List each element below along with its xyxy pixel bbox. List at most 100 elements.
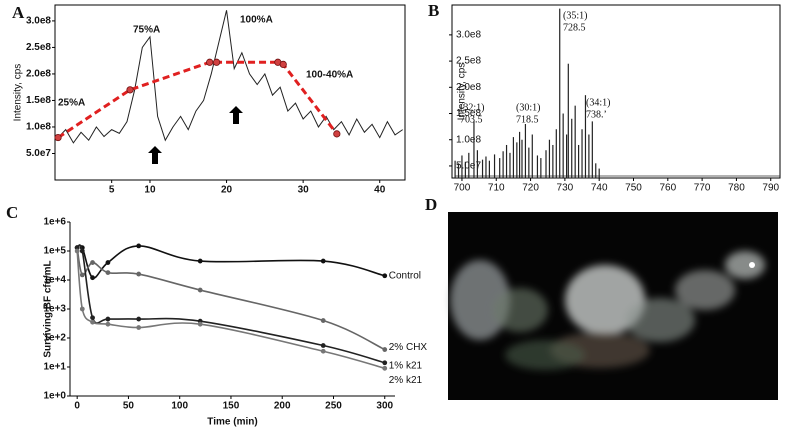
x-tick-label: 790	[762, 183, 779, 194]
marker	[74, 248, 80, 254]
series-label: 1% k21	[389, 360, 423, 371]
plot-frame	[54, 4, 406, 181]
marker	[79, 272, 85, 278]
x-axis-label: Time (min)	[207, 417, 257, 428]
x-tick-label: 50	[123, 401, 135, 412]
marker	[126, 86, 134, 94]
x-tick-label: 300	[376, 401, 393, 412]
x-tick-label: 720	[522, 183, 539, 194]
x-tick-label: 100	[171, 401, 188, 412]
peak-annotation: (35:1)	[563, 10, 587, 21]
x-tick-label: 30	[298, 185, 310, 196]
marker	[333, 130, 341, 138]
microscopy-image	[448, 212, 778, 400]
marker	[90, 315, 95, 321]
marker	[320, 343, 326, 348]
x-tick-label: 760	[659, 183, 676, 194]
marker	[136, 243, 142, 249]
peak-annotation: (32:1)	[460, 102, 484, 113]
y-tick-label: 1.0e8	[456, 134, 481, 145]
marker	[79, 306, 85, 312]
marker	[382, 273, 388, 279]
marker	[90, 319, 95, 325]
series-line	[57, 10, 403, 144]
x-tick-label: 780	[728, 183, 745, 194]
marker	[382, 347, 388, 352]
x-tick-label: 20	[221, 185, 233, 196]
y-tick-label: 2.5e8	[26, 42, 51, 53]
y-tick-label: 1e+4	[43, 275, 66, 286]
y-tick-label: 1e+2	[43, 333, 66, 344]
y-tick-label: 1e+5	[43, 246, 66, 257]
series-label: 2% k21	[389, 375, 423, 386]
marker	[79, 248, 85, 254]
marker	[382, 365, 388, 371]
y-tick-label: 5.0e7	[26, 148, 51, 159]
marker	[105, 270, 111, 275]
peak-annotation: 718.5	[516, 114, 539, 125]
marker	[197, 258, 203, 264]
x-tick-label: 770	[694, 183, 711, 194]
x-tick-label: 40	[374, 185, 386, 196]
x-tick-label: 250	[325, 401, 342, 412]
series-line	[57, 60, 339, 139]
x-tick-label: 5	[109, 185, 115, 196]
series-line	[76, 244, 385, 279]
series-line	[76, 244, 385, 364]
y-tick-label: 3.0e8	[26, 16, 51, 27]
x-tick-label: 740	[591, 183, 608, 194]
x-tick-label: 750	[625, 183, 642, 194]
gradient-annotation: 100-40%A	[306, 70, 353, 81]
marker	[197, 287, 203, 293]
panel-label: A	[12, 3, 25, 22]
marker	[197, 321, 203, 327]
arrow	[229, 106, 243, 124]
y-axis-label: Intensity, cps	[13, 64, 24, 122]
x-tick-label: 730	[557, 183, 574, 194]
y-tick-label: 3.0e8	[456, 30, 481, 41]
marker	[320, 258, 326, 264]
marker	[382, 360, 388, 366]
gradient-annotation: 100%A	[240, 15, 273, 26]
y-tick-label: 1e+1	[43, 362, 66, 373]
marker	[136, 271, 142, 277]
gradient-annotation: 25%A	[58, 98, 85, 109]
y-axis-label: Surviving BF cfu/mL	[43, 260, 54, 357]
panel-label: D	[425, 195, 437, 214]
x-tick-label: 150	[223, 401, 240, 412]
marker	[136, 325, 142, 330]
y-tick-label: 1.5e8	[456, 108, 481, 119]
x-tick-label: 0	[74, 401, 80, 412]
marker	[212, 58, 221, 66]
y-axis-label: Intensity, cps	[457, 63, 468, 121]
panel-label: C	[6, 203, 18, 222]
peak-annotation: 738.’	[586, 109, 607, 120]
arrow	[148, 146, 162, 164]
marker	[105, 321, 111, 327]
y-tick-label: 2.0e8	[456, 82, 481, 93]
panel-label: B	[428, 1, 439, 20]
plot-frame	[451, 4, 781, 179]
marker	[320, 318, 326, 323]
marker	[90, 275, 95, 281]
peak-annotation: (30:1)	[516, 102, 540, 113]
marker	[136, 316, 142, 322]
marker	[206, 58, 214, 66]
marker	[279, 60, 287, 68]
marker	[90, 260, 95, 265]
x-tick-label: 700	[454, 183, 471, 194]
marker	[320, 348, 326, 354]
y-tick-label: 2.5e8	[456, 56, 481, 67]
image-spot	[749, 262, 755, 268]
y-tick-label: 1e+6	[43, 217, 66, 228]
marker	[74, 245, 80, 251]
marker	[105, 316, 111, 322]
x-tick-label: 10	[144, 185, 156, 196]
x-tick-label: 710	[488, 183, 505, 194]
peak-annotation: 703.5	[460, 114, 483, 125]
marker	[54, 133, 62, 142]
gradient-annotation: 75%A	[133, 25, 160, 36]
series-line	[76, 250, 385, 370]
series-label: Control	[389, 270, 421, 281]
